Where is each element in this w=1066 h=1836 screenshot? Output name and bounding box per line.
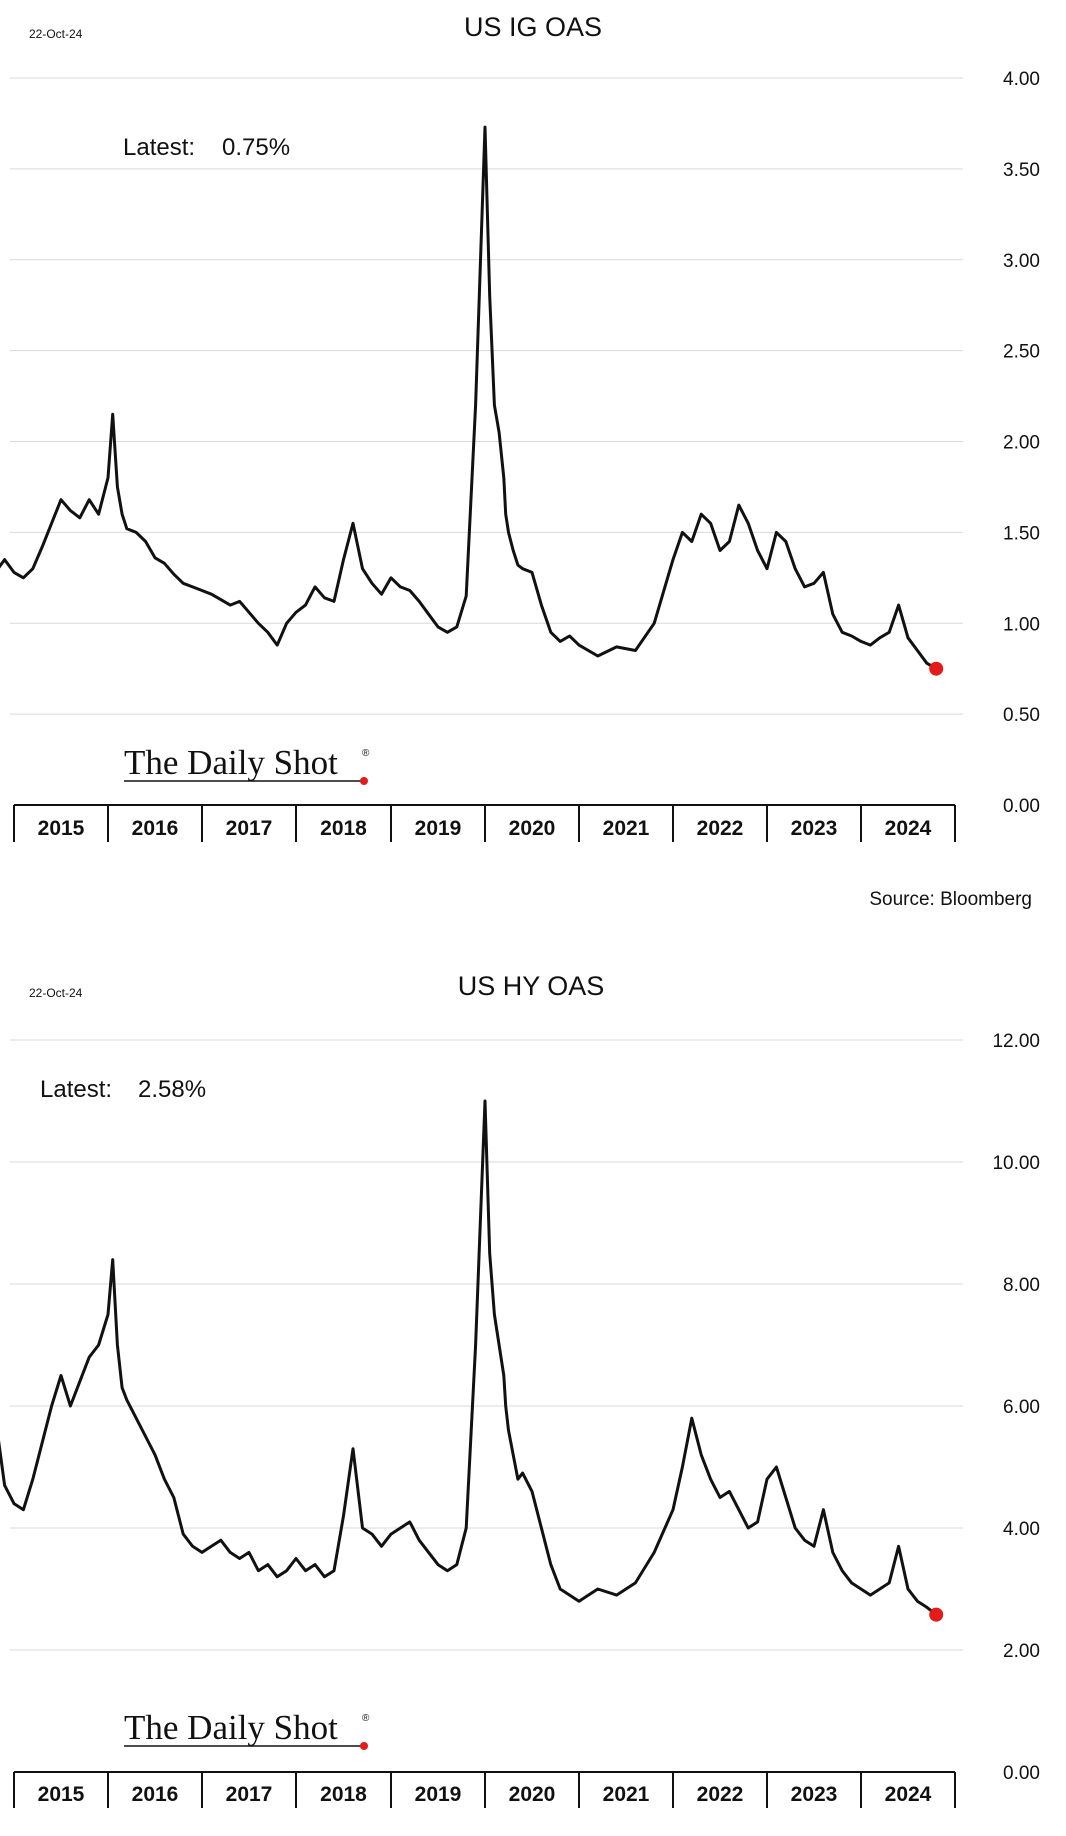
y-tick-label: 4.00 <box>1003 69 1040 90</box>
x-tick-label: 2018 <box>320 1783 367 1806</box>
y-tick-label: 0.50 <box>1003 705 1040 726</box>
x-tick-label: 2016 <box>132 817 179 840</box>
x-tick-label: 2018 <box>320 817 367 840</box>
ig-brand-logo: The Daily Shot ® <box>124 743 370 785</box>
hy-latest-value: 2.58% <box>138 1076 206 1103</box>
y-tick-label: 2.00 <box>1003 1641 1040 1662</box>
ig-oas-chart: 22-Oct-24 US IG OAS 4.00 3.50 3.00 2.50 2.00… <box>0 12 1040 842</box>
ig-brand-dot <box>360 777 368 785</box>
x-tick-label: 2024 <box>885 1783 932 1806</box>
hy-brand-dot <box>360 1742 368 1750</box>
ig-chart-title: US IG OAS <box>464 12 602 42</box>
hy-oas-chart: 22-Oct-24 US HY OAS 12.00 10.00 8.00 6.00 4.… <box>0 971 1040 1808</box>
y-tick-label: 2.00 <box>1003 433 1040 454</box>
x-tick-label: 2020 <box>509 817 556 840</box>
ig-grid <box>10 77 963 715</box>
x-tick-label: 2015 <box>38 1783 85 1806</box>
ig-brand-mark: ® <box>362 748 370 759</box>
y-tick-label: 0.00 <box>1003 796 1040 817</box>
ig-brand-text: The Daily Shot <box>124 743 338 782</box>
hy-y-axis: 12.00 10.00 8.00 6.00 4.00 2.00 0.00 <box>992 1031 1040 1784</box>
x-tick-label: 2021 <box>603 817 650 840</box>
x-tick-label: 2016 <box>132 1783 179 1806</box>
x-tick-label: 2020 <box>509 1783 556 1806</box>
hy-latest-label: Latest: <box>40 1076 112 1103</box>
hy-brand-logo: The Daily Shot ® <box>124 1708 370 1750</box>
y-tick-label: 8.00 <box>1003 1275 1040 1296</box>
y-tick-label: 2.50 <box>1003 342 1040 363</box>
x-tick-label: 2021 <box>603 1783 650 1806</box>
hy-x-axis: 2015 2016 2017 2018 2019 2020 2021 2022 2023 2024 <box>13 1771 956 1808</box>
hy-brand-mark: ® <box>362 1713 370 1724</box>
ig-date-stamp: 22-Oct-24 <box>29 27 83 41</box>
x-tick-label: 2019 <box>415 1783 462 1806</box>
hy-chart-title: US HY OAS <box>458 971 605 1001</box>
ig-y-axis: 4.00 3.50 3.00 2.50 2.00 1.50 1.00 0.50 0.00 <box>1003 69 1040 817</box>
x-tick-label: 2022 <box>697 817 744 840</box>
y-tick-label: 1.00 <box>1003 614 1040 635</box>
y-tick-label: 12.00 <box>992 1031 1040 1052</box>
ig-x-axis: 2015 2016 2017 2018 2019 2020 2021 2022 2023 2024 <box>13 804 956 842</box>
x-tick-label: 2023 <box>791 817 838 840</box>
x-tick-label: 2017 <box>226 817 273 840</box>
y-tick-label: 3.00 <box>1003 251 1040 272</box>
hy-date-stamp: 22-Oct-24 <box>29 986 83 1000</box>
hy-brand-text: The Daily Shot <box>124 1708 338 1747</box>
y-tick-label: 4.00 <box>1003 1519 1040 1540</box>
y-tick-label: 0.00 <box>1003 1763 1040 1784</box>
source-note: Source: Bloomberg <box>869 889 1032 910</box>
ig-latest-marker <box>929 661 944 676</box>
hy-grid <box>10 1039 963 1651</box>
ig-series-line <box>0 125 937 670</box>
ig-latest-label: Latest: <box>123 134 195 161</box>
y-tick-label: 1.50 <box>1003 523 1040 544</box>
ig-latest-value: 0.75% <box>222 134 290 161</box>
x-tick-label: 2024 <box>885 817 932 840</box>
hy-latest-marker <box>929 1607 944 1622</box>
y-tick-label: 10.00 <box>992 1153 1040 1174</box>
x-tick-label: 2017 <box>226 1783 273 1806</box>
x-tick-label: 2015 <box>38 817 85 840</box>
hy-series-line <box>0 1099 938 1616</box>
x-tick-label: 2019 <box>415 817 462 840</box>
x-tick-label: 2023 <box>791 1783 838 1806</box>
y-tick-label: 6.00 <box>1003 1397 1040 1418</box>
y-tick-label: 3.50 <box>1003 160 1040 181</box>
x-tick-label: 2022 <box>697 1783 744 1806</box>
